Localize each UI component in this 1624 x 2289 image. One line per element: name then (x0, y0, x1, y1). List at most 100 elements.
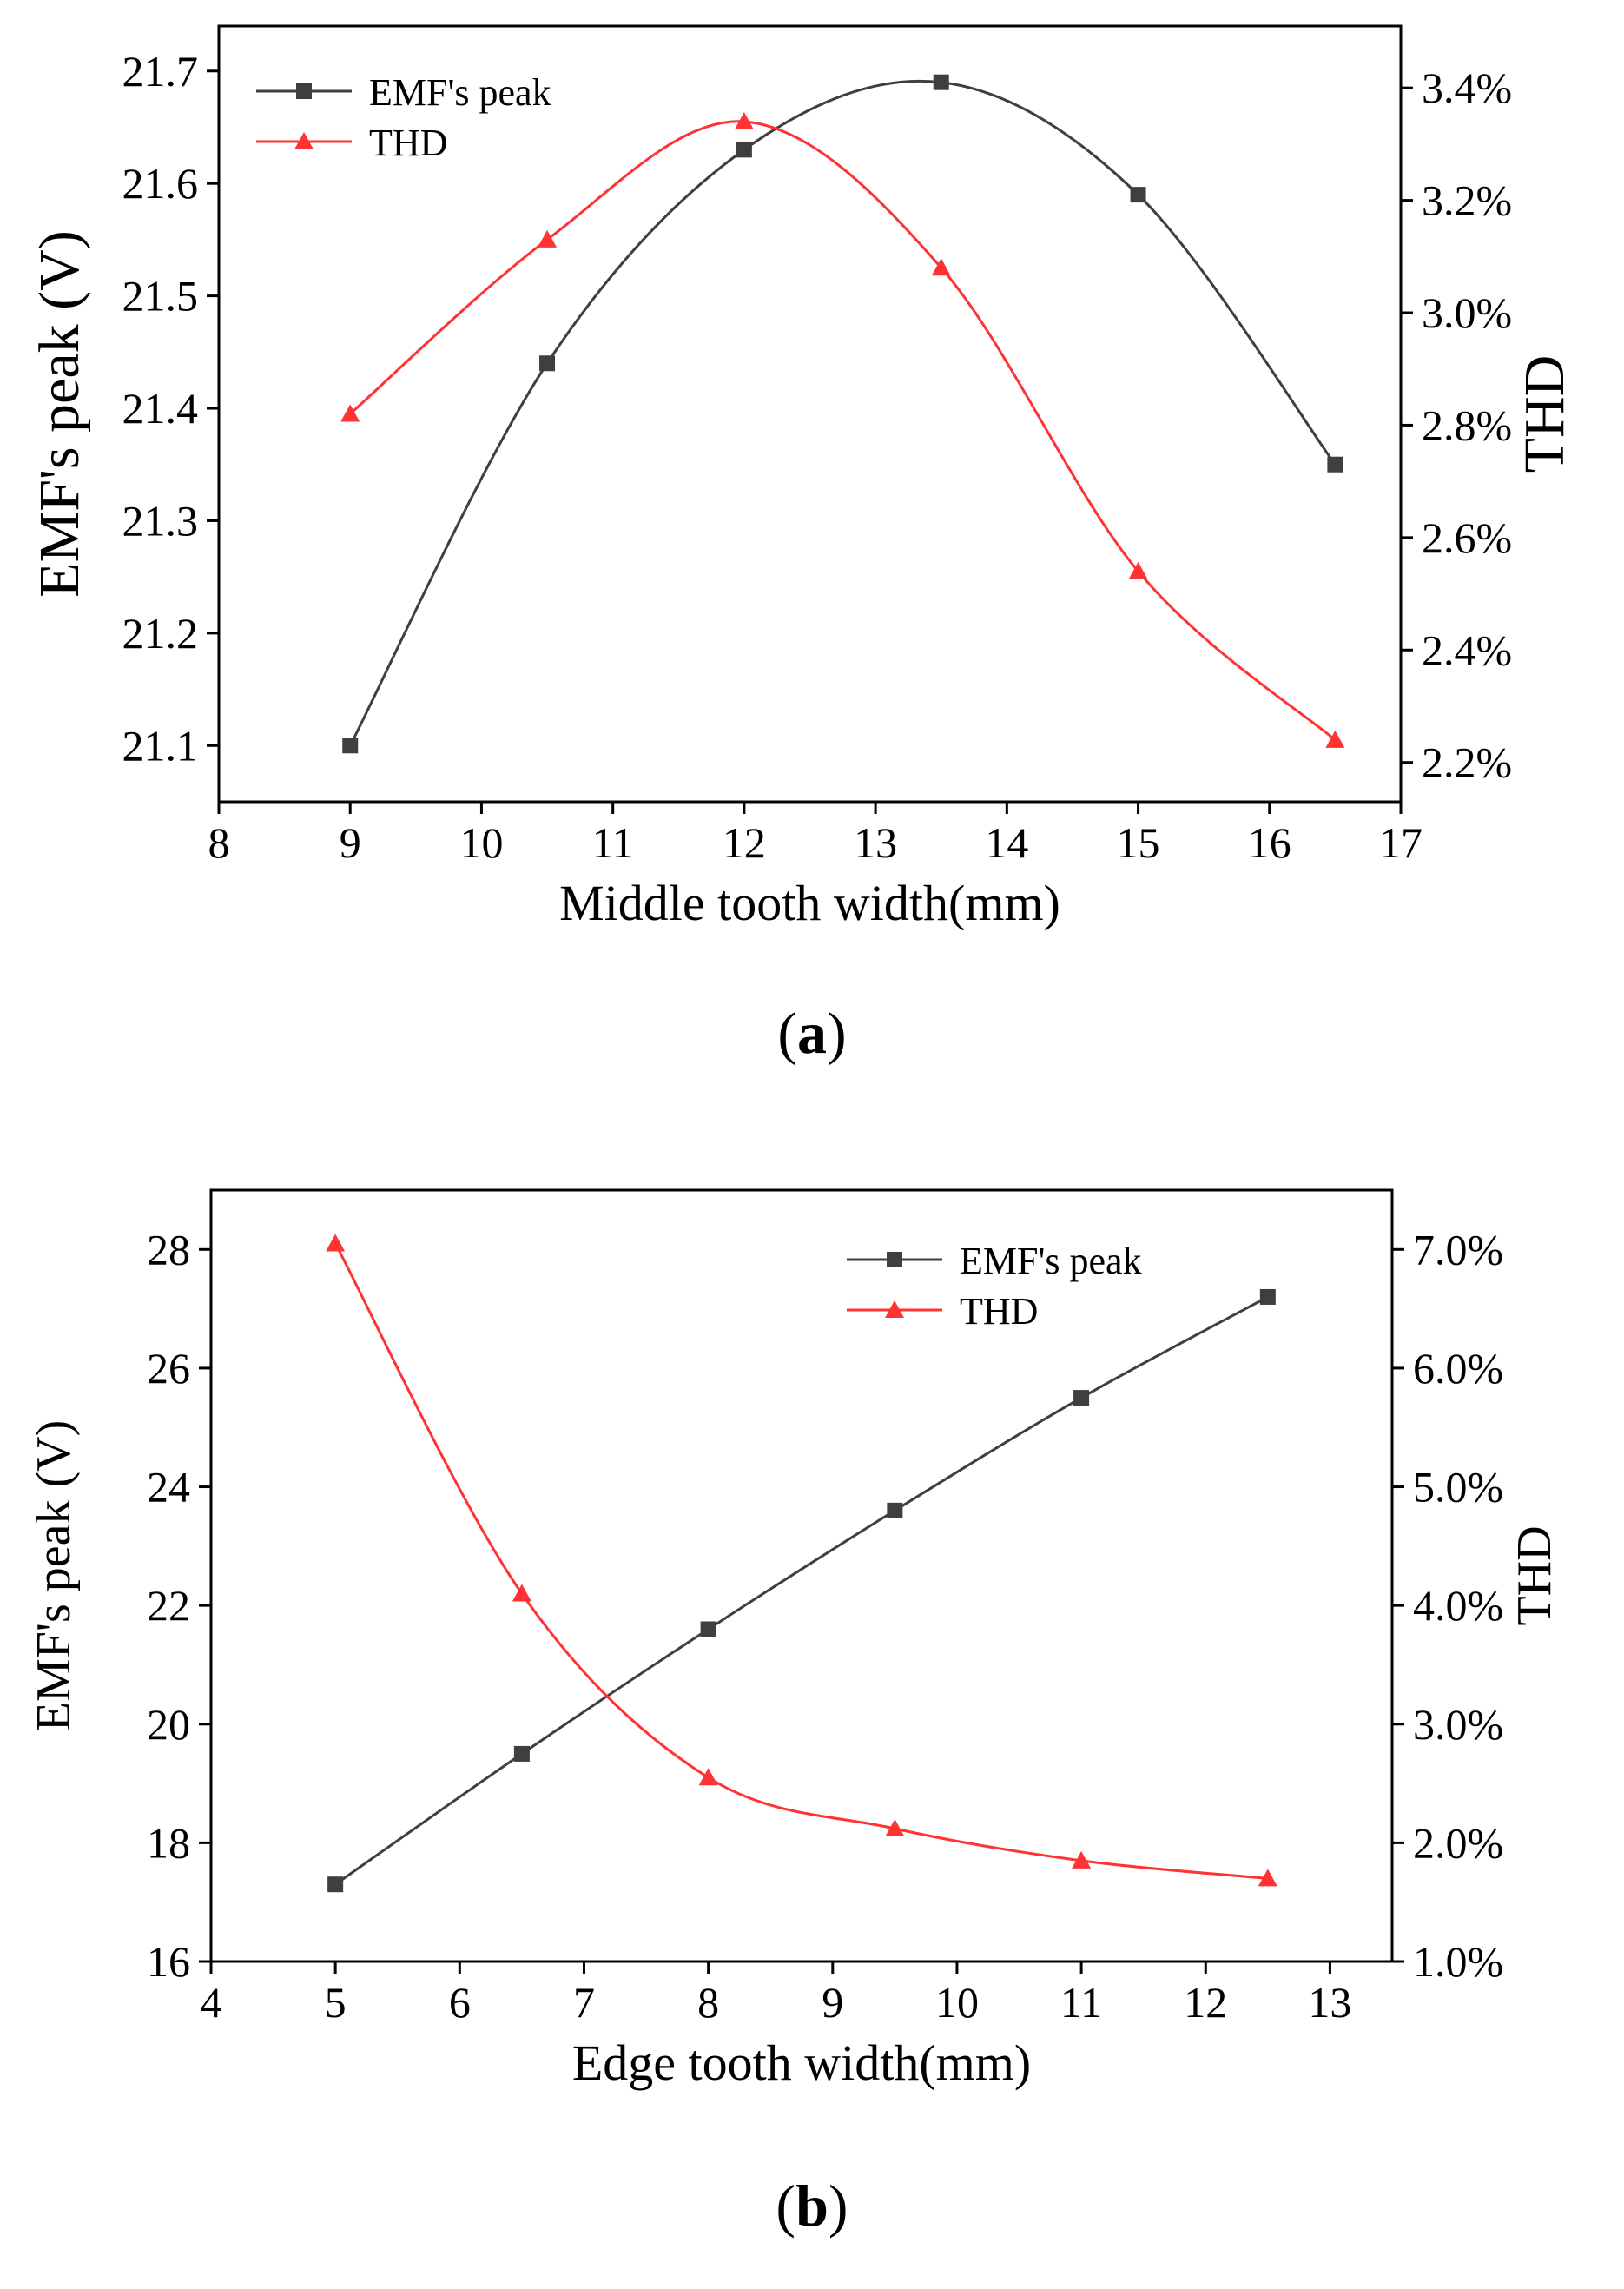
data-point (1130, 187, 1146, 203)
y2-tick-label: 4.0% (1413, 1581, 1503, 1630)
data-point (1258, 1869, 1277, 1887)
data-point (340, 404, 360, 422)
y2-tick-label: 2.0% (1413, 1818, 1503, 1867)
data-point (887, 1502, 903, 1518)
y-tick-label: 21.6 (122, 159, 199, 208)
data-point (539, 355, 556, 372)
data-point (933, 74, 949, 90)
y2-tick-label: 2.8% (1422, 400, 1512, 449)
data-point (1128, 561, 1148, 579)
y-axis-label: EMF's peak (V) (27, 1420, 81, 1731)
data-point (736, 142, 752, 158)
chart-b-caption: (b) (776, 2173, 848, 2239)
x-axis-label: Middle tooth width(mm) (559, 875, 1060, 931)
y2-tick-label: 7.0% (1413, 1225, 1503, 1274)
y2-tick-label: 6.0% (1413, 1344, 1503, 1393)
y-tick-label: 28 (147, 1225, 190, 1274)
x-tick-label: 11 (1060, 1978, 1102, 2027)
data-point (326, 1234, 346, 1252)
y2-axis-label: THD (1508, 1525, 1561, 1625)
data-point (1072, 1850, 1092, 1869)
x-tick-label: 8 (208, 818, 230, 867)
data-point (513, 1745, 530, 1762)
y-tick-label: 21.2 (122, 609, 199, 658)
y2-tick-label: 2.4% (1422, 625, 1512, 674)
y-tick-label: 21.7 (122, 47, 199, 96)
data-point (1327, 456, 1343, 473)
x-tick-label: 16 (1248, 818, 1291, 867)
x-tick-label: 11 (592, 818, 634, 867)
x-tick-label: 12 (1184, 1978, 1227, 2027)
y-tick-label: 26 (147, 1344, 190, 1393)
data-point (342, 738, 359, 754)
y-tick-label: 16 (147, 1937, 190, 1986)
x-tick-label: 9 (340, 818, 361, 867)
data-point (512, 1584, 531, 1602)
x-tick-label: 14 (985, 818, 1028, 867)
legend-label: THD (960, 1290, 1038, 1333)
y2-tick-label: 1.0% (1413, 1937, 1503, 1986)
y2-tick-label: 2.2% (1422, 738, 1512, 787)
y-tick-label: 20 (147, 1700, 190, 1749)
data-point (1325, 730, 1345, 748)
y2-tick-label: 2.6% (1422, 513, 1512, 562)
legend-label: EMF's peak (960, 1240, 1142, 1282)
y-tick-label: 22 (147, 1581, 190, 1630)
legend-label: THD (369, 122, 447, 164)
series-line (348, 79, 1337, 746)
y2-tick-label: 5.0% (1413, 1463, 1503, 1512)
x-tick-label: 6 (449, 1978, 471, 2027)
plot-frame (209, 1188, 1394, 1963)
x-tick-label: 7 (573, 1978, 595, 2027)
data-point (931, 258, 951, 276)
series-1 (340, 112, 1345, 748)
y-tick-label: 24 (147, 1463, 190, 1512)
data-point (1259, 1288, 1276, 1305)
y-tick-label: 18 (147, 1818, 190, 1867)
y2-axis-label: THD (1513, 355, 1576, 473)
chart-b: 4 5 6 7 8 9 10 11 12 13 16 18 20 22 24 26 28 1.0% 2.0% 3.0%… (0, 1147, 1624, 2289)
series-line (349, 120, 1337, 741)
data-point (698, 1768, 718, 1786)
y2-tick-label: 3.0% (1422, 288, 1512, 337)
chart-b-plot: 4 5 6 7 8 9 10 11 12 13 16 18 20 22 24 26 28 1.0% 2.0% 3.0%… (27, 1188, 1561, 2091)
chart-a-caption: (a) (777, 1000, 847, 1066)
y2-tick-label: 3.0% (1413, 1700, 1503, 1749)
x-tick-label: 4 (201, 1978, 222, 2027)
legend-marker (885, 1300, 904, 1318)
x-tick-label: 12 (723, 818, 766, 867)
series-line (333, 1242, 1268, 1880)
series-line (334, 1295, 1269, 1886)
legend-marker (296, 83, 312, 99)
data-point (700, 1621, 716, 1637)
series-0 (327, 1288, 1276, 1893)
y-tick-label: 21.1 (122, 721, 199, 770)
data-point (885, 1818, 905, 1836)
x-axis-label: Edge tooth width(mm) (572, 2034, 1031, 2091)
legend-label: EMF's peak (369, 71, 551, 114)
series-1 (326, 1234, 1277, 1887)
legend-marker (887, 1252, 902, 1267)
data-point (1073, 1390, 1090, 1406)
data-point (734, 112, 754, 130)
x-tick-label: 5 (325, 1978, 347, 2027)
x-tick-label: 13 (854, 818, 897, 867)
plot-frame (217, 24, 1403, 804)
y2-tick-label: 3.4% (1422, 63, 1512, 112)
chart-a-plot: 8 9 10 11 12 13 14 15 16 17 21.1 21.2 21.3 21.4 21.5 21… (28, 24, 1576, 931)
legend-marker (294, 132, 314, 149)
x-tick-label: 9 (822, 1978, 843, 2027)
y-tick-label: 21.4 (122, 384, 199, 433)
data-point (538, 229, 558, 248)
x-tick-label: 13 (1308, 1978, 1351, 2027)
data-point (327, 1876, 344, 1893)
x-tick-label: 10 (459, 818, 503, 867)
chart-a: 8 9 10 11 12 13 14 15 16 17 21.1 21.2 21.3 21.4 21.5 21… (0, 0, 1624, 1129)
x-tick-label: 8 (697, 1978, 719, 2027)
series-0 (342, 74, 1343, 754)
y-tick-label: 21.5 (122, 272, 199, 321)
y-axis-label: EMF's peak (V) (28, 230, 91, 598)
x-tick-label: 17 (1379, 818, 1423, 867)
x-tick-label: 15 (1117, 818, 1160, 867)
x-tick-label: 10 (935, 1978, 979, 2027)
